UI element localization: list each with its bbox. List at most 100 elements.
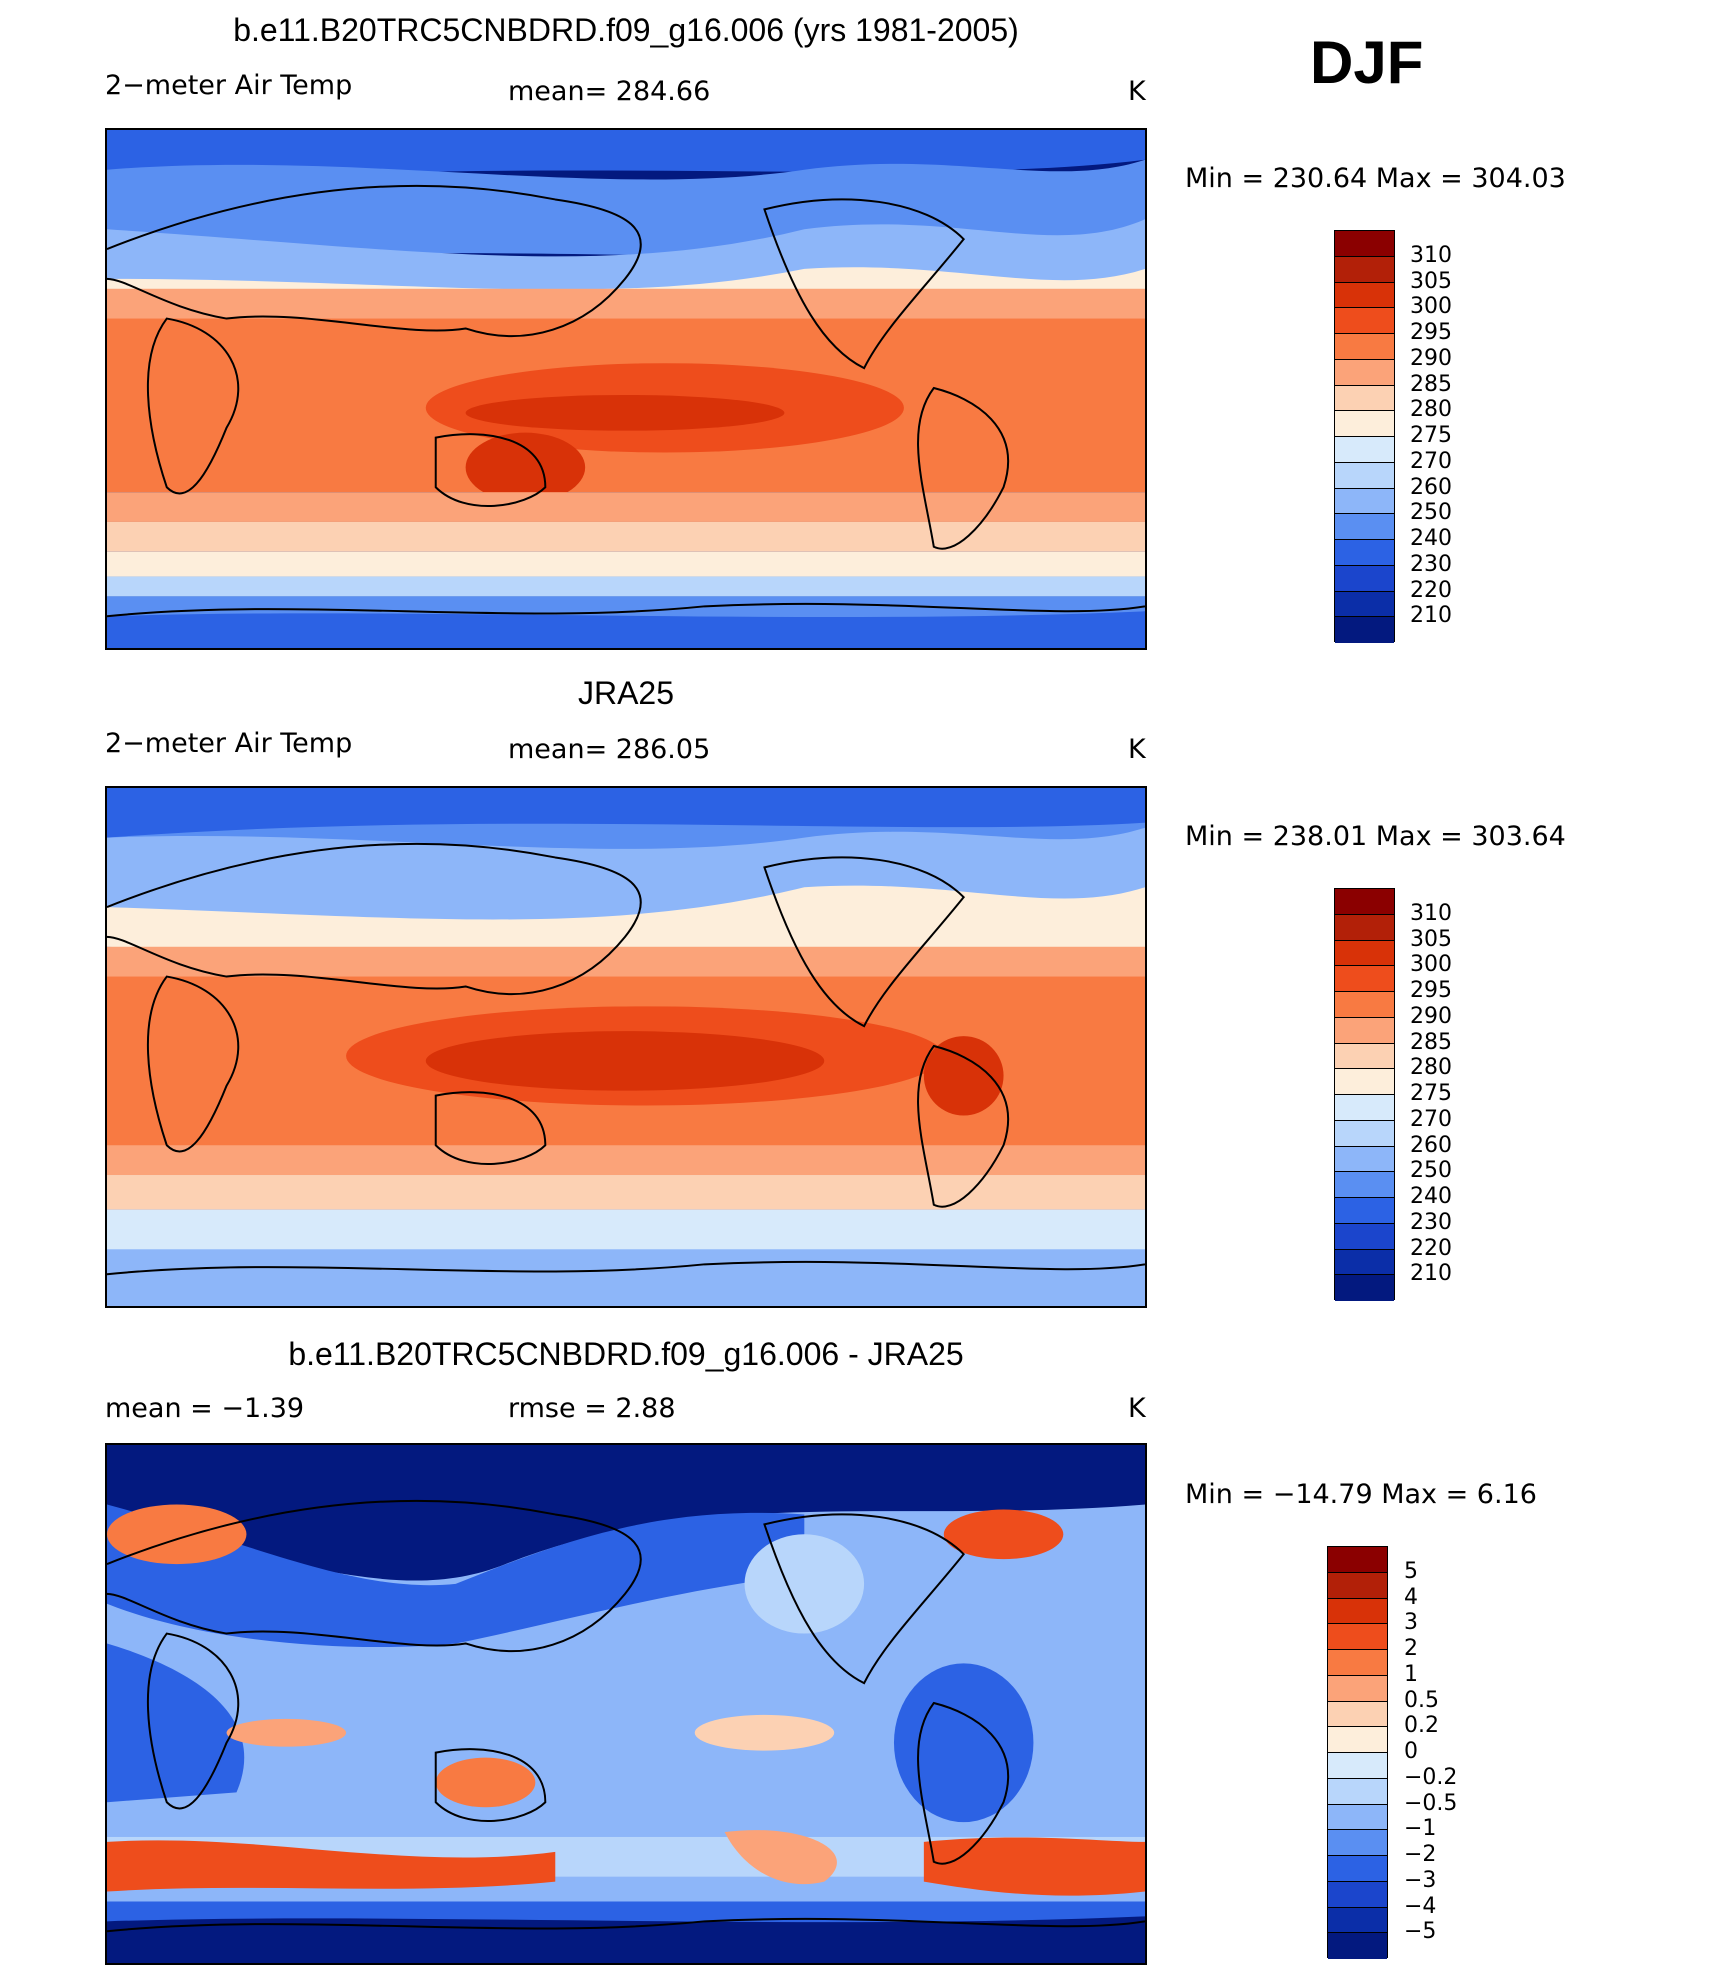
colorbar-tick-label: 230 — [1410, 551, 1452, 577]
colorbar-segment — [1335, 1095, 1394, 1121]
map-band — [107, 1916, 1145, 1963]
colorbar-segment — [1335, 1223, 1394, 1250]
colorbar-segment — [1328, 1830, 1387, 1856]
colorbar-segment — [1335, 256, 1394, 283]
colorbar-tick-label: 280 — [1410, 1055, 1452, 1081]
map-band — [107, 1643, 245, 1803]
map-band — [107, 946, 1145, 982]
colorbar-segment — [1335, 940, 1394, 967]
colorbar-tick-label: 275 — [1410, 1081, 1452, 1106]
map-band — [107, 1145, 1145, 1176]
colorbar-tick-label: 305 — [1410, 268, 1452, 294]
colorbar-segment — [1335, 992, 1394, 1018]
colorbar-segment — [1335, 565, 1394, 592]
colorbar-segment — [1335, 411, 1394, 437]
coastlines — [107, 184, 1145, 618]
colorbar-tick-label: 0.2 — [1404, 1713, 1439, 1739]
colorbar-segment — [1328, 1650, 1387, 1676]
colorbar-segment — [1335, 282, 1394, 309]
colorbar-segment — [1335, 1043, 1394, 1070]
map-band — [465, 394, 785, 431]
map-band — [923, 1837, 1145, 1896]
map-band — [465, 432, 586, 503]
colorbar-tick-label: −4 — [1404, 1893, 1437, 1919]
map-band — [943, 1509, 1064, 1560]
colorbar-tick-label: 240 — [1410, 1184, 1452, 1209]
colorbar-segment — [1335, 1120, 1394, 1147]
colorbar-segment — [1335, 1275, 1394, 1301]
colorbar-segment — [1328, 1624, 1387, 1650]
colorbar-tick-label: 220 — [1410, 1235, 1452, 1261]
colorbar-segment — [1328, 1881, 1387, 1908]
colorbar-segment — [1335, 1172, 1394, 1198]
map-band — [923, 1036, 1004, 1116]
panel3-units: K — [1128, 1393, 1146, 1424]
colorbar-segment — [1335, 437, 1394, 463]
colorbar-tick-label: 5 — [1404, 1558, 1418, 1584]
colorbar-tick-label: 270 — [1410, 448, 1452, 474]
panel1-colorbar — [1334, 230, 1395, 643]
map-band — [107, 492, 1145, 522]
panel1-units: K — [1128, 76, 1146, 107]
colorbar-tick-label: 290 — [1410, 345, 1452, 371]
colorbar-tick-label: −2 — [1404, 1842, 1437, 1867]
panel2-variable: 2−meter Air Temp — [105, 728, 353, 759]
colorbar-tick-label: 230 — [1410, 1209, 1452, 1235]
colorbar-segment — [1335, 889, 1394, 915]
panel2-map — [105, 786, 1147, 1308]
panel1-mean: mean= 284.66 — [508, 76, 711, 107]
coastlines — [107, 1499, 1145, 1933]
colorbar-tick-label: 1 — [1404, 1661, 1418, 1687]
colorbar-segment — [1335, 385, 1394, 412]
map-band — [107, 1840, 556, 1892]
colorbar-tick-label: −5 — [1404, 1919, 1437, 1945]
map-band — [107, 1209, 1145, 1250]
colorbar-tick-label: 0 — [1404, 1739, 1418, 1764]
colorbar-tick-label: 2 — [1404, 1636, 1418, 1661]
colorbar-tick-label: 300 — [1410, 294, 1452, 320]
coastlines — [107, 842, 1145, 1276]
map-band — [435, 1757, 536, 1808]
colorbar-segment — [1328, 1598, 1387, 1625]
colorbar-segment — [1335, 540, 1394, 566]
colorbar-segment — [1328, 1675, 1387, 1702]
panel2-title: JRA25 — [577, 675, 675, 711]
map-band — [107, 1504, 247, 1565]
colorbar-segment — [1328, 1547, 1387, 1573]
colorbar-segment — [1328, 1804, 1387, 1831]
panel3-rmse: rmse = 2.88 — [508, 1393, 676, 1424]
colorbar-tick-label: −0.2 — [1404, 1764, 1458, 1790]
colorbar-tick-label: 240 — [1410, 526, 1452, 551]
panel3-map — [105, 1443, 1147, 1965]
colorbar-segment — [1335, 914, 1394, 941]
colorbar-segment — [1328, 1572, 1387, 1599]
colorbar-tick-label: 4 — [1404, 1584, 1418, 1610]
map-band — [694, 1714, 835, 1751]
colorbar-segment — [1335, 514, 1394, 540]
colorbar-segment — [1328, 1907, 1387, 1934]
panel3-minmax: Min = −14.79 Max = 6.16 — [1185, 1479, 1537, 1510]
map-band — [724, 1830, 837, 1885]
colorbar-segment — [1328, 1727, 1387, 1753]
map-band — [107, 130, 1145, 190]
map-band — [107, 611, 1145, 648]
colorbar-segment — [1335, 1146, 1394, 1173]
colorbar-tick-label: 295 — [1410, 320, 1452, 345]
colorbar-tick-label: 310 — [1410, 242, 1452, 268]
colorbar-tick-label: 0.5 — [1404, 1687, 1439, 1713]
colorbar-tick-label: −1 — [1404, 1816, 1437, 1842]
colorbar-segment — [1328, 1701, 1387, 1728]
colorbar-segment — [1335, 231, 1394, 257]
panel1-title: b.e11.B20TRC5CNBDRD.f09_g16.006 (yrs 198… — [233, 12, 1019, 48]
colorbar-segment — [1335, 591, 1394, 618]
panel1-minmax: Min = 230.64 Max = 304.03 — [1185, 163, 1566, 194]
panel3-mean: mean = −1.39 — [105, 1393, 305, 1424]
map-band — [107, 788, 1145, 838]
colorbar-tick-label: 3 — [1404, 1610, 1418, 1636]
colorbar-segment — [1328, 1753, 1387, 1779]
colorbar-tick-label: 260 — [1410, 474, 1452, 500]
map-band — [107, 551, 1145, 577]
season-label: DJF — [1310, 29, 1424, 96]
colorbar-tick-label: 210 — [1410, 603, 1452, 629]
map-band — [107, 1504, 805, 1648]
